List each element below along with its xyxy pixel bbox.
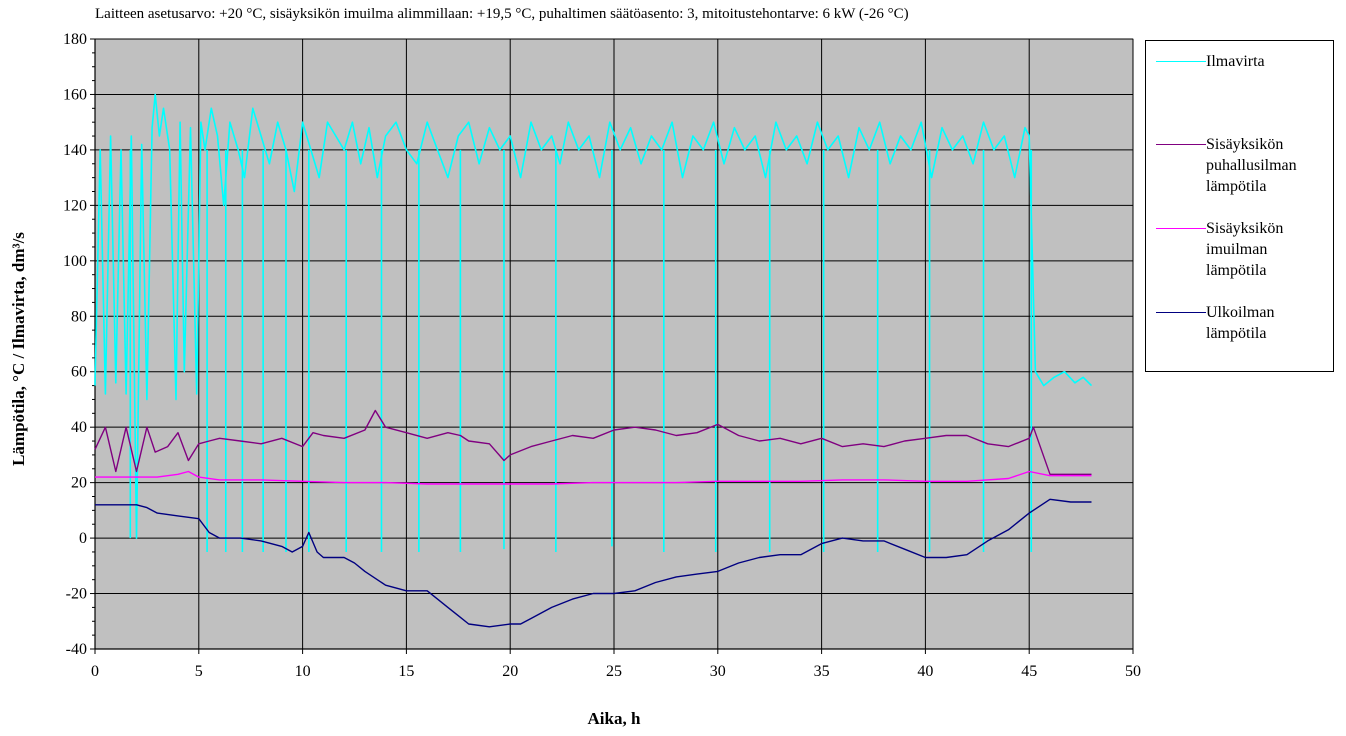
y-tick-label: -20: [66, 586, 87, 603]
legend-label-ulkoilma: Ulkoilman lämpötila: [1206, 304, 1275, 342]
tick-labels: -40 -20 0 20 40 60 80 100 120 140 160 180 0 5 10 15 20 25…: [63, 31, 1141, 680]
legend-swatch-ulkoilma: [1156, 312, 1206, 313]
legend: Ilmavirta Sisäyksikön puhallusilman lämp…: [1145, 40, 1334, 372]
x-tick-label: 5: [195, 663, 203, 680]
series-line-3: [95, 498, 1092, 628]
legend-label-ilmavirta: Ilmavirta: [1206, 53, 1265, 70]
y-tick-label: 120: [63, 197, 87, 214]
x-tick-label: 20: [502, 663, 518, 680]
y-tick-label: 40: [71, 419, 87, 436]
y-tick-label: 80: [71, 308, 87, 325]
x-tick-label: 10: [295, 663, 311, 680]
y-tick-label: -40: [66, 641, 87, 658]
series-layer: [94, 93, 1093, 628]
series-line-2: [95, 470, 1092, 485]
chart-title: Laitteen asetusarvo: +20 °C, sisäyksikön…: [95, 6, 909, 22]
legend-label-puhallusilma: Sisäyksikön puhallusilman lämpötila: [1206, 136, 1297, 195]
series-line-1: [94, 409, 1092, 475]
y-tick-label: 60: [71, 364, 87, 381]
x-tick-label: 0: [91, 663, 99, 680]
legend-swatch-imuilma: [1156, 228, 1206, 229]
x-axis-title: Aika, h: [588, 709, 641, 728]
y-tick-label: 140: [63, 142, 87, 159]
x-tick-label: 50: [1125, 663, 1141, 680]
x-tick-label: 25: [606, 663, 622, 680]
y-tick-label: 180: [63, 31, 87, 48]
x-tick-label: 45: [1021, 663, 1037, 680]
y-tick-label: 20: [71, 475, 87, 492]
x-tick-label: 35: [814, 663, 830, 680]
grid-lines: [94, 38, 1134, 650]
legend-swatch-ilmavirta: [1156, 61, 1206, 62]
x-tick-label: 15: [398, 663, 414, 680]
legend-swatch-puhallusilma: [1156, 144, 1206, 145]
axis-ticks: [90, 38, 1134, 654]
y-tick-label: 100: [63, 253, 87, 270]
y-tick-label: 0: [79, 530, 87, 547]
x-tick-label: 40: [917, 663, 933, 680]
x-tick-label: 30: [710, 663, 726, 680]
y-axis-title: Lämpötila, °C / Ilmavirta, dm³/s: [9, 232, 28, 466]
y-tick-label: 160: [63, 86, 87, 103]
legend-label-imuilma: Sisäyksikön imuilman lämpötila: [1206, 220, 1284, 279]
series-line-0: [94, 93, 1093, 539]
